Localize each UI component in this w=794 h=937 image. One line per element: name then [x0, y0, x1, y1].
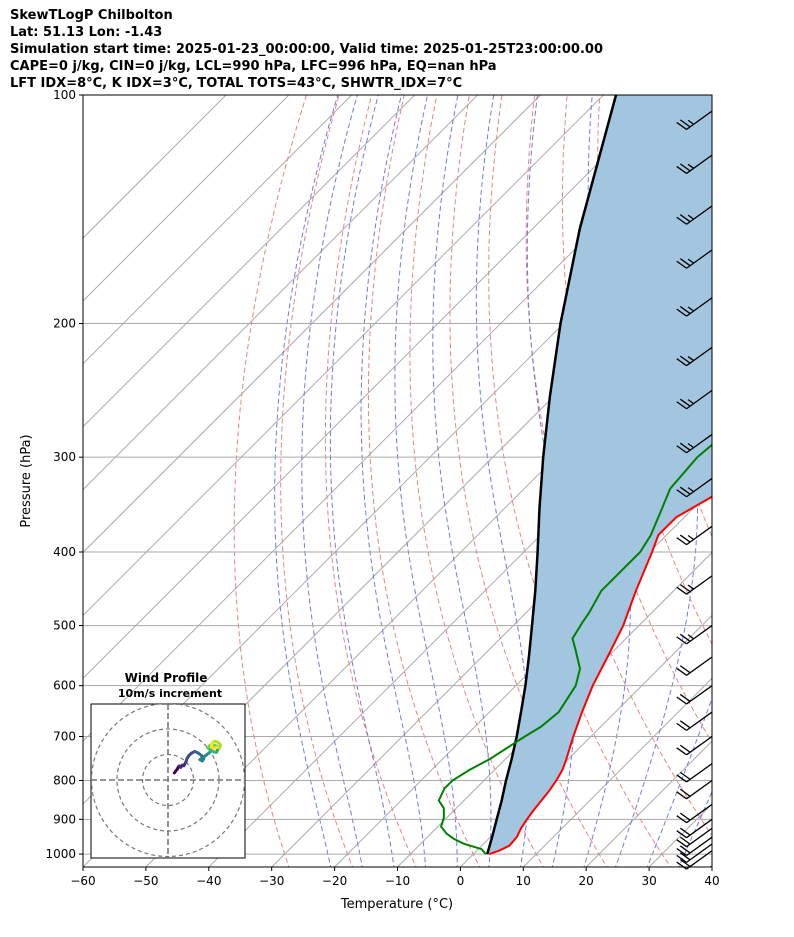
x-tick-label: 10: [516, 874, 531, 888]
isotherm-line: [711, 866, 712, 867]
isotherm-line: [83, 95, 479, 491]
wind-barb: [676, 477, 713, 498]
wind-barb: [676, 346, 713, 367]
moist-adiabat-line: [646, 696, 712, 867]
x-tick-label: 30: [641, 874, 656, 888]
wind-barb: [676, 205, 713, 225]
x-tick-label: −10: [385, 874, 410, 888]
y-axis-label: Pressure (hPa): [19, 434, 34, 527]
times-line: Simulation start time: 2025-01-23_00:00:…: [10, 42, 603, 57]
isotherm-line: [83, 95, 605, 617]
cape-fill: [487, 95, 712, 855]
dewpoint-trace: [437, 443, 712, 855]
plot-area: [83, 95, 794, 870]
indices-line-2: LFT IDX=8°C, K IDX=3°C, TOTAL TOTS=43°C,…: [10, 76, 463, 91]
x-tick-label: 40: [704, 874, 719, 888]
hodograph-inset: Wind Profile 10m/s increment: [90, 671, 246, 859]
moist-adiabat-line: [360, 95, 427, 867]
y-tick-label: 500: [53, 619, 76, 633]
figure-header: SkewTLogP Chilbolton Lat: 51.13 Lon: -1.…: [10, 7, 780, 92]
x-tick-label: −40: [196, 874, 221, 888]
wind-barb: [676, 154, 713, 174]
moist-adiabat-line: [475, 95, 531, 867]
y-axis-ticks: 100 200 300 400 500 600 700 800 900 1000: [45, 88, 83, 861]
moist-adiabat-line: [432, 95, 492, 867]
wind-barb: [676, 389, 713, 410]
isotherm-line: [459, 614, 712, 867]
moist-adiabat-line: [301, 95, 363, 867]
y-tick-label: 700: [53, 729, 76, 743]
hodograph-title: Wind Profile: [125, 671, 208, 685]
wind-barbs: [676, 110, 713, 870]
dry-adiabat-line: [324, 95, 417, 867]
x-tick-label: −60: [70, 874, 95, 888]
dry-adiabat-line: [367, 95, 481, 867]
moist-adiabat-line: [394, 95, 458, 867]
wind-barb: [676, 525, 713, 546]
hodograph-subtitle: 10m/s increment: [118, 687, 222, 700]
wind-barb: [676, 850, 713, 870]
figure-title: SkewTLogP Chilbolton: [10, 8, 173, 23]
moist-adiabat-line: [583, 95, 632, 867]
y-tick-label: 900: [53, 812, 76, 826]
y-tick-label: 1000: [45, 847, 76, 861]
wind-barb: [676, 110, 713, 130]
dry-adiabat-line: [763, 95, 794, 870]
isotherm-line: [333, 488, 712, 867]
isotherm-line: [83, 95, 227, 239]
x-tick-label: 20: [579, 874, 594, 888]
wind-barb: [676, 818, 713, 839]
isotherm-line: [83, 95, 416, 428]
wind-barb: [676, 625, 713, 645]
dry-adiabat-line: [233, 95, 307, 867]
wind-barb: [676, 433, 713, 454]
y-tick-label: 300: [53, 450, 76, 464]
moist-adiabat-line: [709, 862, 712, 867]
wind-barb: [676, 711, 713, 731]
y-tick-label: 100: [53, 88, 76, 102]
isotherm-line: [83, 95, 353, 365]
wind-barb: [676, 836, 713, 857]
dry-adiabat-line: [525, 95, 712, 837]
wind-barb: [676, 297, 713, 317]
moist-adiabat-line: [274, 95, 339, 867]
x-tick-label: −50: [133, 874, 158, 888]
temperature-trace: [488, 495, 712, 856]
wind-barb: [676, 779, 713, 800]
y-tick-label: 600: [53, 679, 76, 693]
moist-adiabat-line: [329, 95, 395, 867]
y-tick-label: 200: [53, 317, 76, 331]
wind-barb: [676, 656, 713, 676]
indices-line-1: CAPE=0 j/kg, CIN=0 j/kg, LCL=990 hPa, LF…: [10, 59, 497, 74]
wind-barb: [676, 803, 713, 824]
parcel-trace: [485, 95, 618, 855]
isotherm-line: [83, 95, 668, 680]
location-line: Lat: 51.13 Lon: -1.43: [10, 25, 163, 40]
x-axis-label: Temperature (°C): [340, 897, 453, 912]
y-tick-label: 800: [53, 774, 76, 788]
wind-barb: [676, 249, 713, 269]
moist-adiabat-line: [678, 790, 712, 867]
x-tick-label: 0: [457, 874, 465, 888]
wind-barb: [676, 735, 713, 756]
wind-barb: [676, 827, 713, 848]
isotherm-line: [145, 300, 712, 867]
hodograph-segment: [212, 745, 219, 751]
y-tick-label: 400: [53, 545, 76, 559]
dry-adiabat-line: [280, 95, 354, 867]
dry-adiabat-line: [449, 95, 608, 867]
isotherm-line: [83, 95, 542, 554]
wind-barb: [676, 843, 713, 863]
x-axis-ticks: −60 −50 −40 −30 −20 −10 0 10 20 30 40: [70, 867, 720, 888]
wind-barb: [676, 685, 713, 705]
dry-adiabat-line: [730, 95, 794, 870]
x-tick-label: −30: [259, 874, 284, 888]
wind-barb: [676, 763, 713, 783]
isotherm-line: [83, 95, 290, 302]
wind-barb: [676, 575, 713, 595]
x-tick-label: −20: [322, 874, 347, 888]
